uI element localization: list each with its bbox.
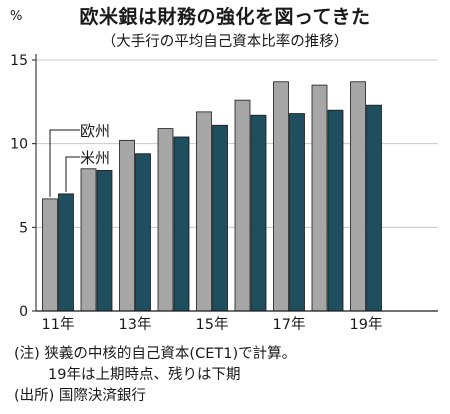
legend-label-europe: 欧州: [80, 122, 110, 140]
bar-europe: [311, 84, 328, 312]
bar-americas: [366, 104, 382, 312]
y-tick-label: 0: [19, 304, 28, 320]
y-tick-label: 10: [10, 137, 28, 153]
y-tick-label: 15: [10, 53, 28, 69]
bar-americas: [58, 193, 74, 312]
bar-europe: [350, 81, 366, 312]
bar-europe: [119, 139, 135, 312]
y-axis-label: %: [10, 9, 22, 24]
bar-americas: [96, 170, 113, 312]
x-tick-label: 17年: [273, 316, 306, 333]
x-tick-label: 15年: [196, 316, 229, 333]
bar-americas: [327, 109, 344, 312]
source-note: (出所) 国際決済銀行: [14, 388, 146, 404]
bar-europe: [273, 81, 289, 312]
bars: [42, 81, 382, 312]
chart-title: 欧米銀は財務の強化を図ってきた: [79, 6, 371, 28]
x-tick-label: 11年: [42, 316, 75, 333]
legend-leader-americas: [65, 156, 80, 192]
bar-europe: [157, 128, 174, 312]
x-tick-label: 19年: [350, 316, 383, 333]
bar-europe: [80, 168, 97, 312]
legend-leader-europe: [49, 129, 80, 197]
bar-europe: [196, 111, 212, 312]
x-tick-label: 13年: [119, 316, 152, 333]
y-tick-label: 5: [19, 220, 28, 236]
legend-label-americas: 米州: [80, 149, 110, 167]
bar-americas: [289, 113, 305, 312]
bar-europe: [234, 99, 251, 312]
note-line-2: 19年は上期時点、残りは下期: [48, 367, 241, 383]
bar-americas: [135, 153, 151, 312]
bar-europe: [42, 198, 58, 312]
bar-americas: [250, 114, 267, 312]
bar-americas: [212, 124, 228, 312]
note-line-1: (注) 狭義の中核的自己資本(CET1)で計算。: [14, 346, 297, 362]
bar-americas: [173, 136, 190, 312]
axes: 0 5 10 15 11年 13年 15年 17年 19年: [10, 53, 438, 333]
footnotes: (注) 狭義の中核的自己資本(CET1)で計算。 19年は上期時点、残りは下期 …: [14, 344, 296, 407]
chart-subtitle: （大手行の平均自己資本比率の推移）: [101, 34, 349, 50]
